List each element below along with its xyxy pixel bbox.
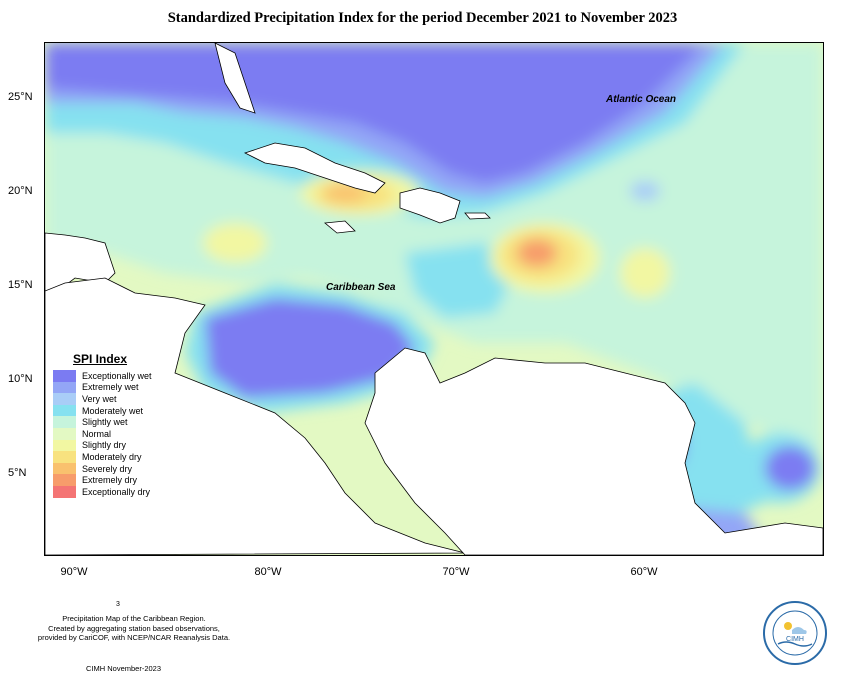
legend-item: Extremely wet [53, 381, 163, 394]
footnote-line: Created by aggregating station based obs… [48, 623, 220, 633]
legend-swatch [53, 393, 76, 405]
footnote-superscript: 3 [116, 601, 120, 608]
lon-label: 60°W [630, 566, 658, 578]
legend-item: Severely dry [53, 462, 163, 475]
legend-item: Very wet [53, 393, 163, 405]
legend-swatch [53, 462, 76, 475]
legend-items: Exceptionally wet Extremely wet Very wet Mo… [53, 370, 163, 498]
lon-label: 90°W [60, 566, 88, 578]
lat-label: 10°N [8, 373, 33, 385]
legend-swatch [53, 370, 76, 382]
legend-swatch [53, 416, 76, 428]
spi-map [44, 42, 824, 556]
legend-swatch [53, 427, 76, 440]
legend-label: Severely dry [82, 463, 133, 474]
legend-item: Slightly wet [53, 416, 163, 428]
legend-item: Exceptionally wet [53, 370, 163, 382]
legend-item: Moderately wet [53, 404, 163, 417]
lat-label: 20°N [8, 185, 33, 197]
caribbean-sea-label: Caribbean Sea [326, 282, 396, 293]
lat-label: 5°N [8, 467, 27, 479]
legend-item: Slightly dry [53, 439, 163, 452]
footnote: Precipitation Map of the Caribbean Regio… [14, 614, 254, 643]
legend-label: Slightly wet [82, 417, 128, 428]
legend-title: SPI Index [73, 352, 128, 366]
legend-label: Moderately wet [82, 405, 144, 416]
land-masses [45, 43, 823, 555]
atlantic-ocean-label: Atlantic Ocean [606, 94, 677, 105]
legend-swatch [53, 381, 76, 394]
legend-label: Extremely wet [82, 382, 139, 393]
legend-label: Slightly dry [82, 440, 127, 451]
legend-swatch [53, 451, 76, 463]
footnote-line: Precipitation Map of the Caribbean Regio… [62, 614, 206, 623]
lon-label: 70°W [442, 566, 470, 578]
legend-swatch [53, 474, 76, 486]
footnote-line: provided by CariCOF, with NCEP/NCAR Rean… [37, 633, 231, 642]
legend-item: Normal [53, 427, 163, 440]
legend-swatch [53, 439, 76, 452]
legend-label: Normal [82, 428, 112, 439]
legend-item: Moderately dry [53, 451, 163, 463]
legend-label: Exceptionally dry [82, 486, 151, 497]
cimh-logo: CIMH [762, 600, 828, 666]
legend-label: Moderately dry [82, 451, 142, 462]
legend-label: Very wet [82, 393, 117, 404]
legend-item: Extremely dry [53, 474, 163, 486]
lat-label: 25°N [8, 91, 33, 103]
legend-item: Exceptionally dry [53, 485, 163, 498]
legend-swatch [53, 485, 76, 498]
legend-swatch [53, 404, 76, 417]
footnote-date: CIMH November-2023 [86, 664, 162, 673]
spi-legend: SPI Index Exceptionally wet Extremely wet… [53, 352, 163, 498]
svg-text:CIMH: CIMH [786, 636, 804, 643]
legend-label: Extremely dry [82, 475, 138, 486]
lat-label: 15°N [8, 279, 33, 291]
lon-label: 80°W [254, 566, 282, 578]
map-title: Standardized Precipitation Index for the… [167, 10, 678, 26]
legend-label: Exceptionally wet [82, 370, 152, 381]
spi-map-canvas [45, 43, 823, 555]
